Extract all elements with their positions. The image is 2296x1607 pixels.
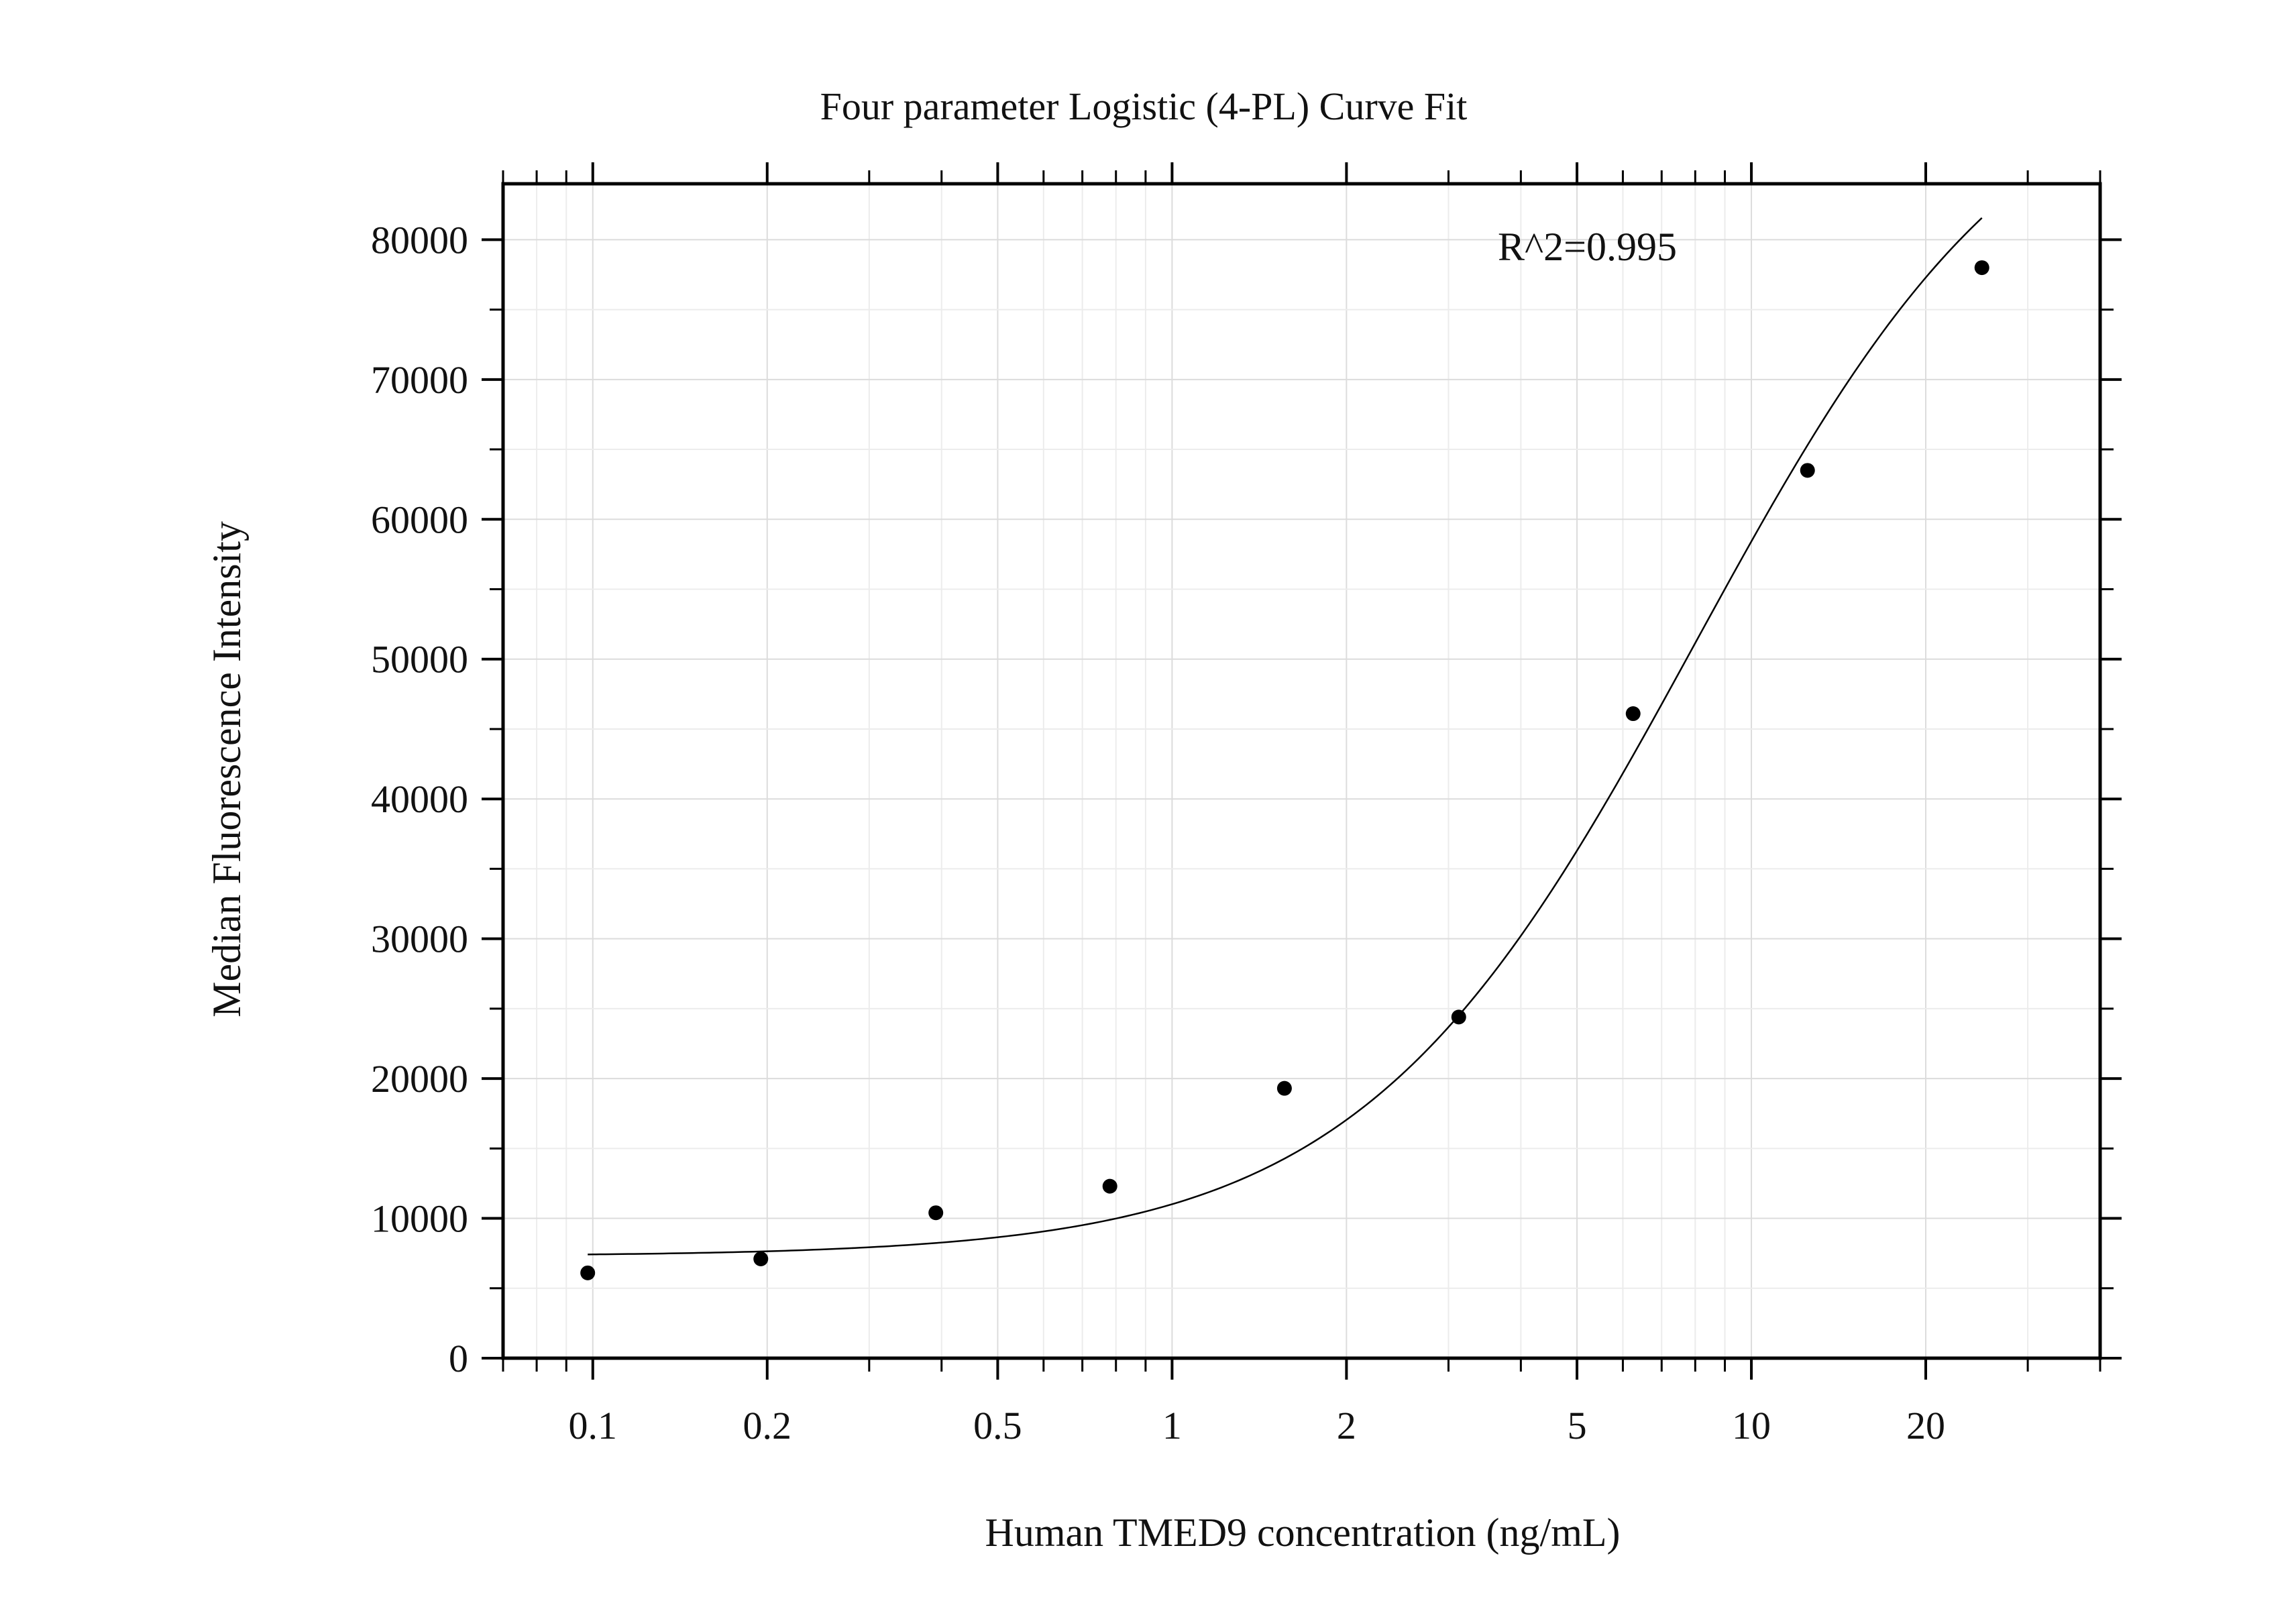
x-tick-label: 0.1 — [569, 1404, 618, 1447]
x-tick-label: 0.2 — [743, 1404, 792, 1447]
data-point — [1102, 1178, 1117, 1194]
data-point — [1625, 706, 1641, 722]
y-tick-label: 50000 — [371, 638, 468, 681]
points-layer — [580, 260, 1989, 1280]
tick-label-layer: 0.1 0.2 0.5 1 2 5 10 20 0 10000 20000 30000 40000 500… — [371, 218, 1945, 1447]
chart-title: Four parameter Logistic (4-PL) Curve Fit — [820, 85, 1468, 128]
r-squared-annotation: R^2=0.995 — [1498, 225, 1677, 269]
x-tick-label: 10 — [1732, 1404, 1771, 1447]
y-tick-label: 40000 — [371, 777, 468, 821]
data-point — [1451, 1009, 1466, 1025]
x-axis-label: Human TMED9 concentration (ng/mL) — [985, 1510, 1621, 1555]
data-point — [928, 1205, 944, 1221]
y-tick-label: 60000 — [371, 498, 468, 541]
x-tick-label: 20 — [1906, 1404, 1945, 1447]
data-point — [580, 1265, 596, 1280]
x-tick-label: 2 — [1337, 1404, 1356, 1447]
y-axis-label: Median Fluorescence Intensity — [205, 521, 249, 1017]
ticks-layer — [482, 162, 2122, 1380]
data-point — [1276, 1080, 1292, 1096]
x-tick-label: 0.5 — [973, 1404, 1022, 1447]
data-point — [753, 1251, 769, 1266]
data-point — [1800, 463, 1815, 478]
y-tick-label: 80000 — [371, 218, 468, 262]
y-tick-label: 70000 — [371, 358, 468, 402]
y-tick-label: 10000 — [371, 1197, 468, 1241]
plot-frame — [501, 182, 2102, 1360]
y-tick-label: 20000 — [371, 1057, 468, 1101]
x-tick-label: 5 — [1568, 1404, 1587, 1447]
curve-layer — [588, 217, 1983, 1256]
y-tick-label: 0 — [449, 1337, 468, 1380]
y-tick-label: 30000 — [371, 918, 468, 961]
x-tick-label: 1 — [1162, 1404, 1182, 1447]
fit-curve — [588, 217, 1983, 1256]
data-point — [1974, 260, 1989, 276]
